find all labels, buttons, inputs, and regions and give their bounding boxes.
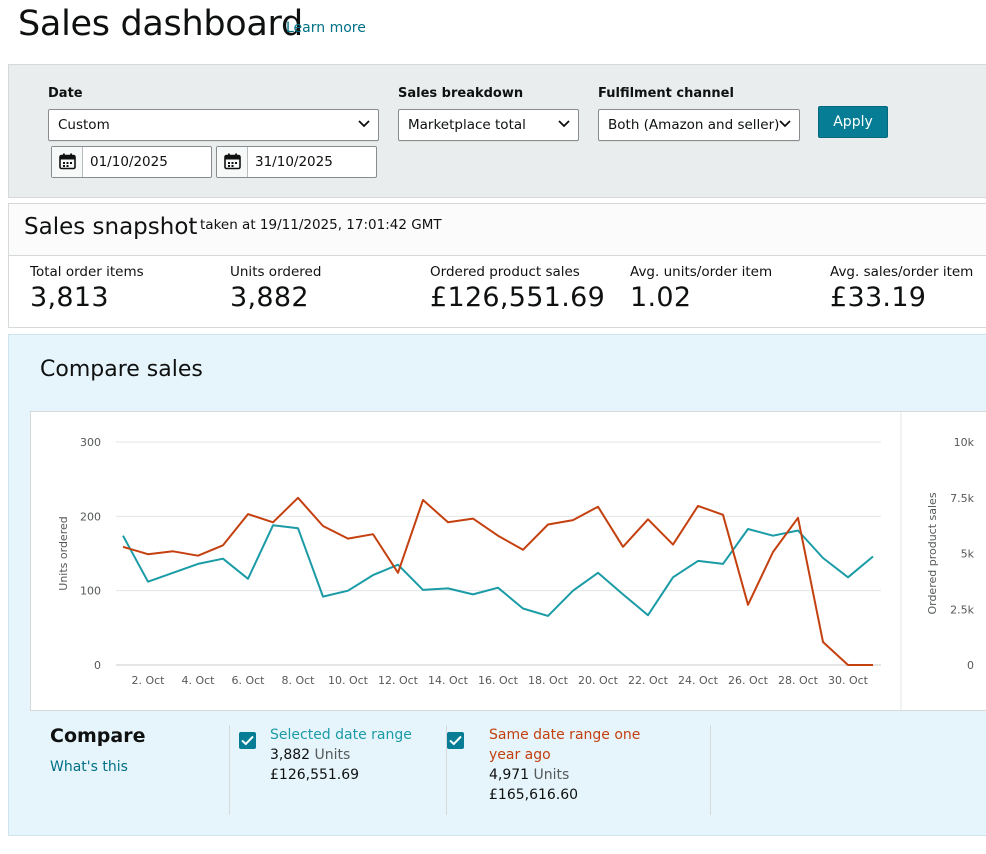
x-tick-label: 16. Oct [478,674,519,687]
sales-breakdown-select[interactable]: Marketplace total [398,109,579,141]
learn-more-link[interactable]: Learn more [286,20,366,36]
divider [710,725,711,815]
selected-range-label: Selected date range [270,727,412,743]
metric-label: Avg. units/order item [630,264,773,280]
y-tick-label: 100 [80,585,101,598]
selected-range-checkbox[interactable] [239,732,256,749]
x-tick-label: 2. Oct [131,674,165,687]
sales-snapshot-title: Sales snapshot [24,214,198,240]
chevron-down-icon [358,120,370,128]
series-line-selected [122,524,874,617]
x-tick-label: 8. Oct [281,674,315,687]
x-tick-label: 14. Oct [428,674,469,687]
chevron-down-icon [558,120,570,128]
x-tick-label: 12. Oct [378,674,419,687]
metric-total-order-items: Total order items 3,813 [30,264,144,313]
start-date-value: 01/10/2025 [90,154,168,170]
metric-avg-sales-per-order-item: Avg. sales/order item £33.19 [830,264,973,313]
x-tick-label: 22. Oct [628,674,669,687]
y-tick-label: 0 [94,659,101,672]
compare-heading: Compare [50,725,146,747]
units-word: Units [314,747,351,763]
divider [229,725,230,815]
y-axis-title: Units ordered [57,516,70,590]
sales-snapshot-header: Sales snapshot taken at 19/11/2025, 17:0… [9,204,986,256]
end-date-field[interactable]: 31/10/2025 [216,146,377,178]
previous-year-checkbox[interactable] [447,732,464,749]
sales-breakdown-label: Sales breakdown [398,86,524,101]
previous-year-units: 4,971 Units [489,765,569,785]
sales-snapshot: Sales snapshot taken at 19/11/2025, 17:0… [8,203,986,328]
previous-year-label: Same date range one year ago [489,727,641,763]
metric-value: £126,551.69 [430,282,606,313]
calendar-icon [59,153,76,170]
x-tick-label: 6. Oct [231,674,265,687]
units-value: 3,882 [270,747,311,763]
x-tick-label: 30. Oct [828,674,869,687]
page-title: Sales dashboard [18,4,303,44]
y2-tick-label: 10k [954,436,975,449]
metric-label: Ordered product sales [430,264,580,280]
x-tick-label: 4. Oct [181,674,215,687]
metric-label: Units ordered [230,264,322,280]
selected-range-units: 3,882 Units [270,745,350,765]
units-value: 4,971 [489,767,530,783]
date-range-select[interactable]: Custom [48,109,379,141]
metric-label: Avg. sales/order item [830,264,974,280]
x-tick-label: 28. Oct [778,674,819,687]
metric-units-ordered: Units ordered 3,882 [230,264,321,313]
metric-avg-units-per-order-item: Avg. units/order item 1.02 [630,264,772,313]
units-word: Units [533,767,570,783]
whats-this-link[interactable]: What's this [50,759,128,775]
end-date-calendar-button[interactable] [217,147,248,177]
checkmark-icon [449,735,462,746]
checkmark-icon [241,735,254,746]
sales-breakdown-value: Marketplace total [408,117,526,133]
selected-range-sales: £126,551.69 [270,767,360,783]
end-date-value: 31/10/2025 [255,154,333,170]
chevron-down-icon [779,120,791,128]
x-tick-label: 18. Oct [528,674,569,687]
metric-value: £33.19 [830,282,927,313]
apply-button[interactable]: Apply [818,106,888,138]
sales-line-chart: 0 100 200 300 0 2.5k 5k 7.5k 10k 2. Oct 4. Oct 6. O… [57,412,975,712]
snapshot-timestamp: taken at 19/11/2025, 17:01:42 GMT [200,217,442,233]
compare-sales-panel: Compare sales 0 100 200 300 0 2.5k 5k 7.5k 10k 2.… [8,334,986,836]
x-tick-label: 20. Oct [578,674,619,687]
y2-tick-label: 0 [967,659,974,672]
metric-value: 1.02 [630,282,692,313]
x-tick-label: 26. Oct [728,674,769,687]
fulfilment-channel-value: Both (Amazon and seller) [608,117,780,133]
metric-ordered-product-sales: Ordered product sales £126,551.69 [430,264,605,313]
x-tick-label: 24. Oct [678,674,719,687]
y2-tick-label: 7.5k [950,492,974,505]
previous-year-sales: £165,616.60 [489,787,579,803]
compare-sales-title: Compare sales [40,357,203,382]
series-line-previous-year [122,496,873,666]
metric-label: Total order items [30,264,144,280]
fulfilment-channel-select[interactable]: Both (Amazon and seller) [598,109,800,141]
metric-value: 3,882 [230,282,309,313]
start-date-calendar-button[interactable] [52,147,83,177]
fulfilment-channel-label: Fulfilment channel [598,86,734,101]
date-label: Date [48,86,83,101]
calendar-icon [224,153,241,170]
x-tick-label: 10. Oct [328,674,369,687]
start-date-field[interactable]: 01/10/2025 [51,146,212,178]
y2-tick-label: 2.5k [950,603,974,616]
y2-tick-label: 5k [961,548,975,561]
y-tick-label: 200 [80,510,101,523]
metric-value: 3,813 [30,282,109,313]
divider [446,725,447,815]
y-tick-label: 300 [80,436,101,449]
date-range-select-value: Custom [58,117,110,133]
y2-axis-title: Ordered product sales [926,492,939,614]
sales-chart: 0 100 200 300 0 2.5k 5k 7.5k 10k 2. Oct 4. Oct 6. O… [30,411,986,712]
